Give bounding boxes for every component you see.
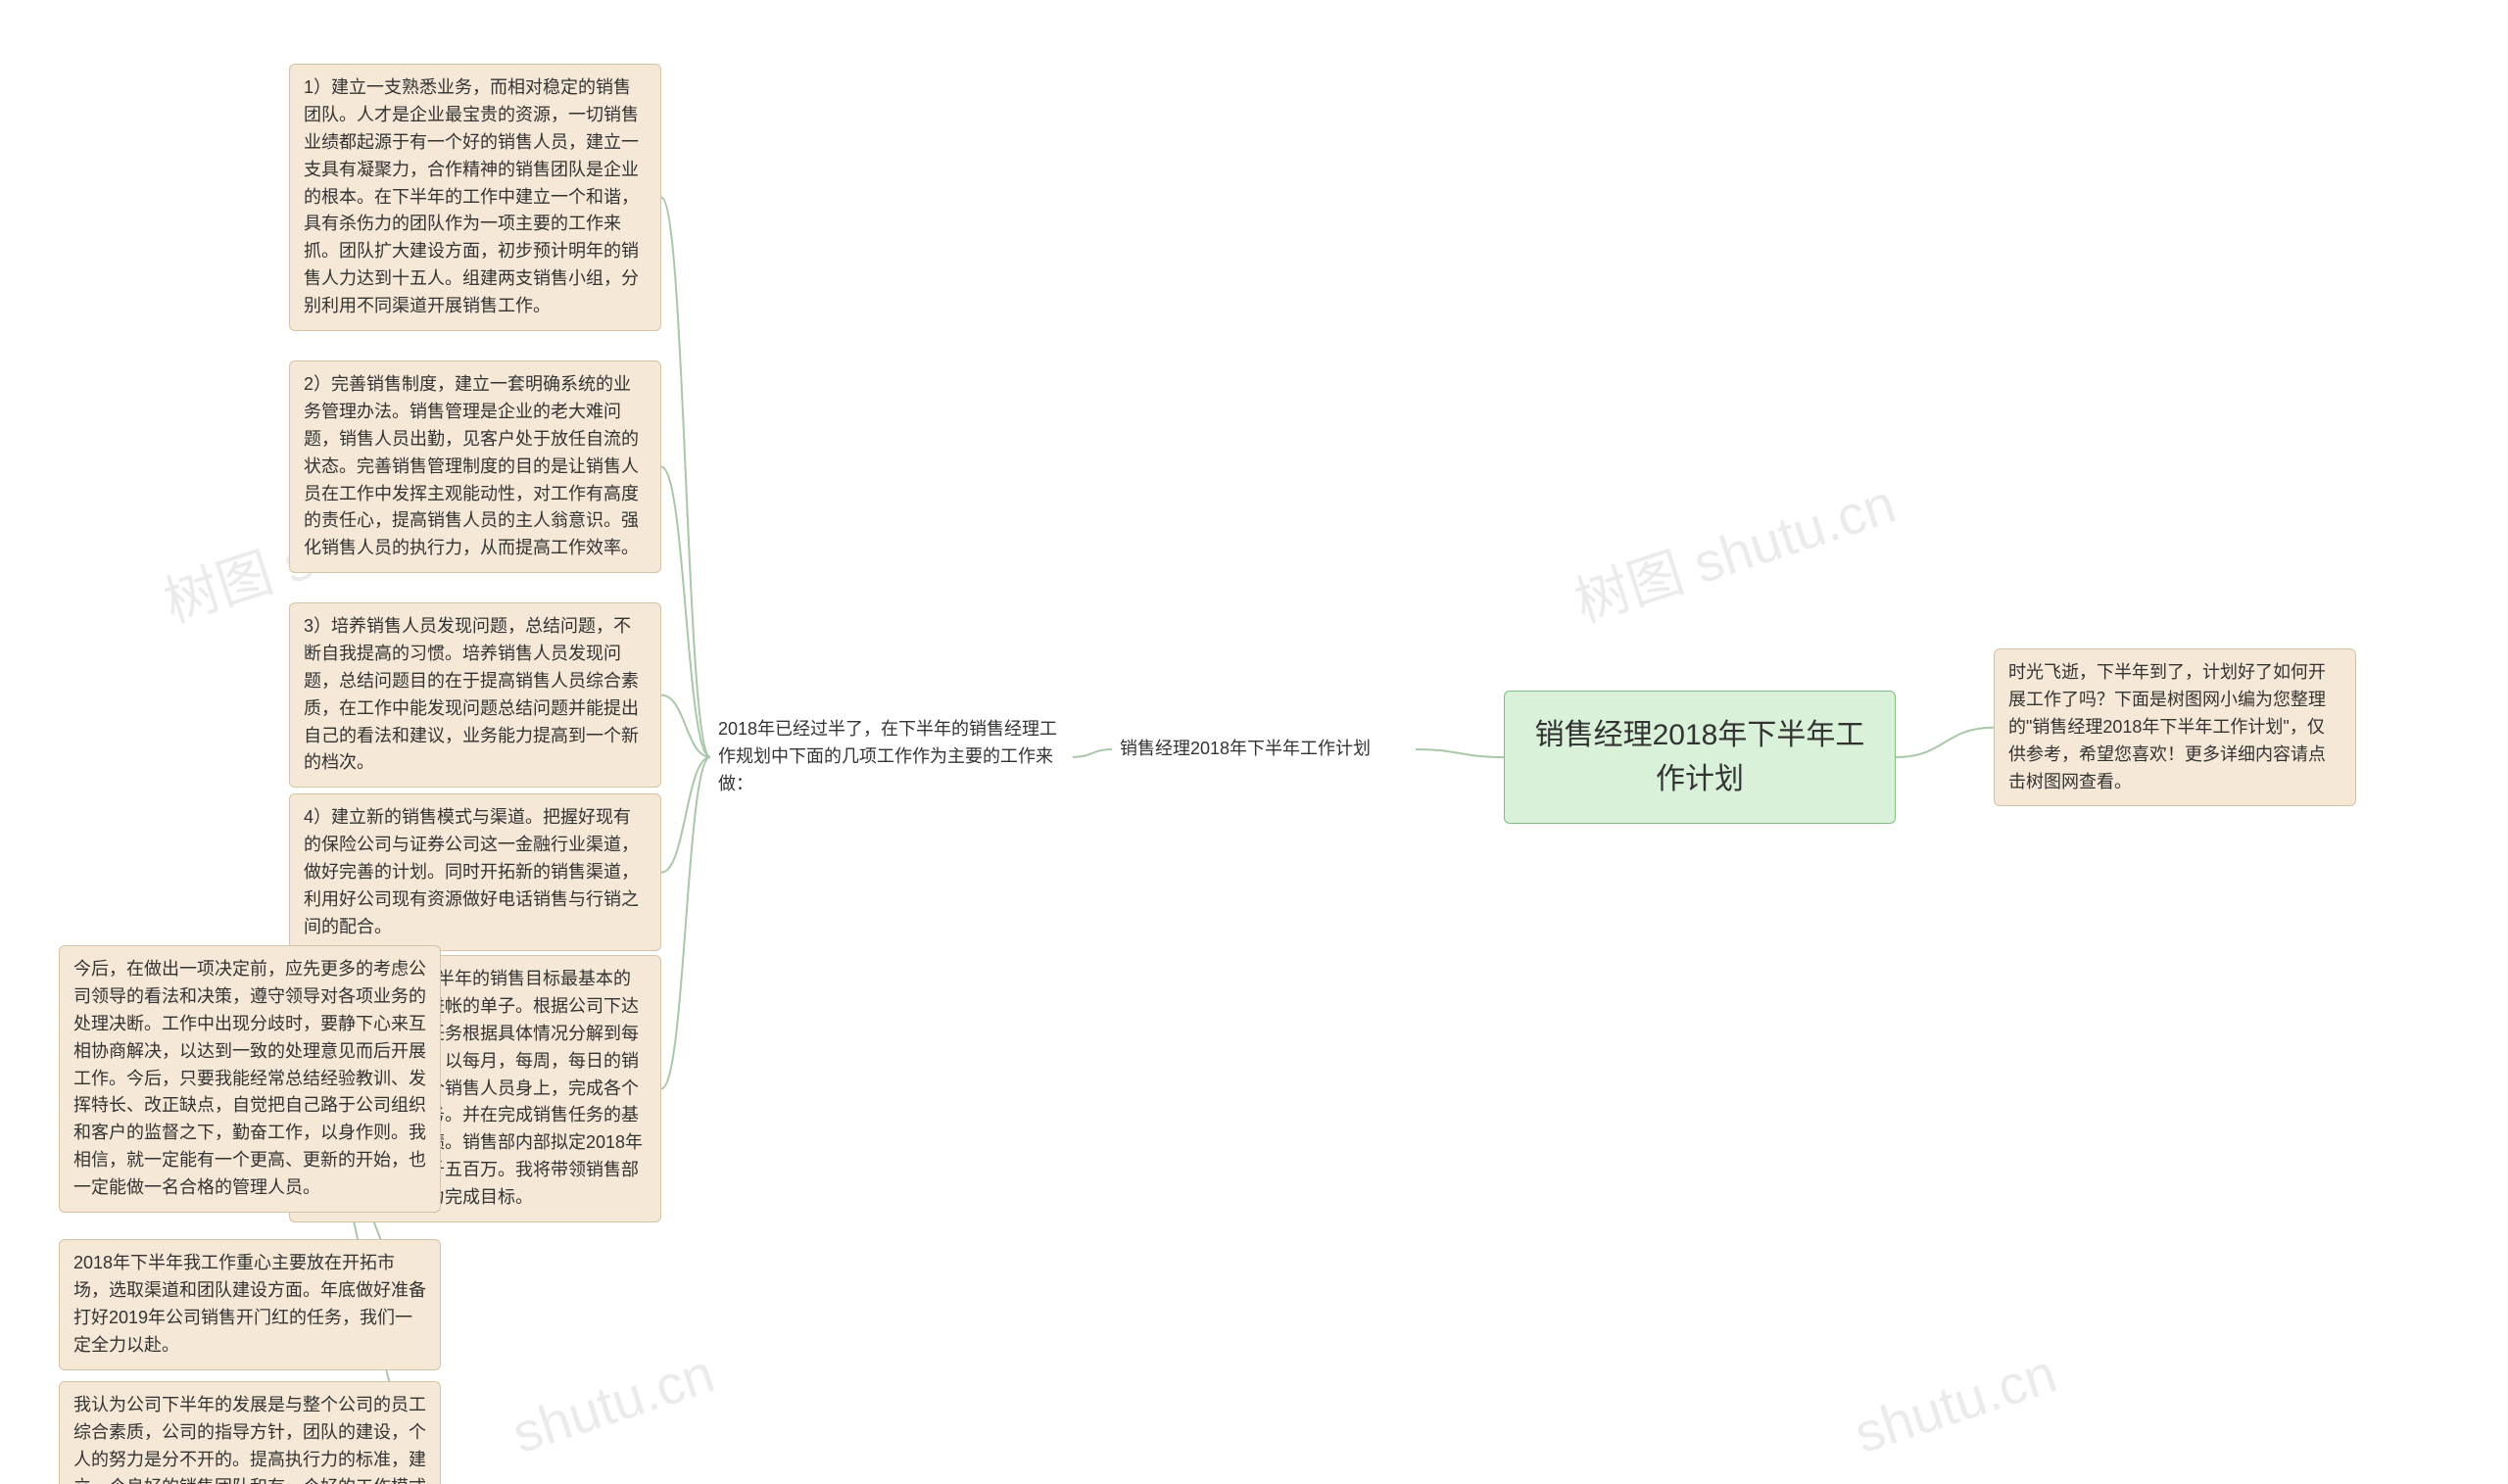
node-c1: 今后，在做出一项决定前，应先更多的考虑公司领导的看法和决策，遵守领导对各项业务的…: [59, 945, 441, 1213]
node-b1: 1）建立一支熟悉业务，而相对稳定的销售团队。人才是企业最宝贵的资源，一切销售业绩…: [289, 64, 661, 331]
node-left1: 销售经理2018年下半年工作计划: [1112, 730, 1416, 769]
connector-1: [1416, 749, 1504, 757]
watermark-2: shutu.cn: [505, 1341, 721, 1465]
connector-4: [661, 467, 710, 757]
connector-3: [661, 198, 710, 757]
node-c3: 我认为公司下半年的发展是与整个公司的员工综合素质，公司的指导方针，团队的建设，个…: [59, 1381, 441, 1484]
node-center: 销售经理2018年下半年工 作计划: [1504, 691, 1896, 824]
watermark-1: 树图 shutu.cn: [1564, 460, 1905, 639]
watermark-3: shutu.cn: [1847, 1341, 2063, 1465]
connector-6: [661, 757, 710, 873]
node-c2: 2018年下半年我工作重心主要放在开拓市场，选取渠道和团队建设方面。年底做好准备…: [59, 1239, 441, 1370]
node-left2: 2018年已经过半了，在下半年的销售经理工作规划中下面的几项工作作为主要的工作来…: [710, 710, 1073, 804]
connector-7: [661, 757, 710, 1089]
node-b4: 4）建立新的销售模式与渠道。把握好现有的保险公司与证券公司这一金融行业渠道，做好…: [289, 793, 661, 951]
connector-2: [1073, 749, 1112, 757]
connector-5: [661, 695, 710, 757]
node-b2: 2）完善销售制度，建立一套明确系统的业务管理办法。销售管理是企业的老大难问题，销…: [289, 360, 661, 573]
node-right1: 时光飞逝，下半年到了，计划好了如何开展工作了吗？下面是树图网小编为您整理的"销售…: [1994, 648, 2356, 806]
node-b3: 3）培养销售人员发现问题，总结问题，不断自我提高的习惯。培养销售人员发现问题，总…: [289, 602, 661, 788]
connector-0: [1896, 728, 1994, 757]
